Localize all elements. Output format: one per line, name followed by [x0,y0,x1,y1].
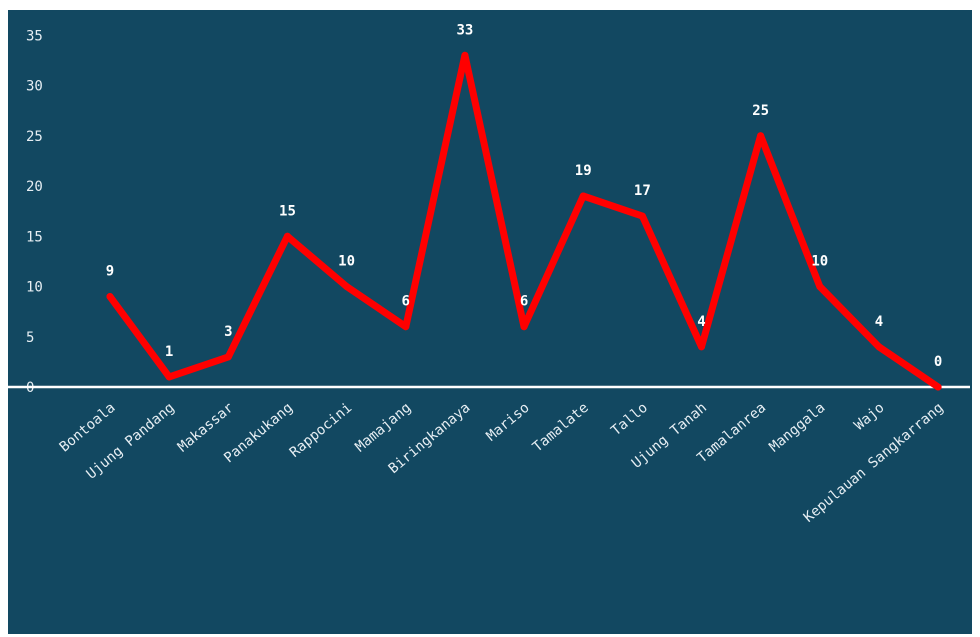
data-point [816,283,824,290]
y-tick-label: 35 [26,28,43,44]
data-label: 15 [279,203,296,219]
data-point [224,353,232,361]
y-tick-label: 10 [26,280,43,296]
data-point [106,293,114,301]
y-tick-label: 5 [26,330,34,346]
data-label: 17 [634,183,651,199]
data-label: 25 [752,103,769,119]
x-category-label: Mariso [484,400,533,445]
data-label: 6 [402,294,410,310]
x-category-label: Tamalate [530,400,592,456]
x-category-label: Mamajang [352,400,414,456]
data-point [343,283,351,290]
y-tick-label: 30 [26,79,43,95]
data-label: 33 [456,22,473,38]
data-point [757,132,765,140]
x-category-label: Makassar [175,400,237,456]
data-label: 1 [165,344,173,360]
x-category-label: Tallo [608,400,651,439]
data-label: 9 [106,264,114,280]
x-category-label: Wajo [851,400,887,434]
data-point [638,212,646,220]
x-category-label: Rappocini [287,400,355,461]
data-points [106,51,942,391]
data-label: 10 [338,254,355,270]
data-point [402,323,410,331]
data-point [934,383,942,391]
data-label: 10 [811,254,828,270]
data-point [579,192,587,200]
data-point [520,323,528,331]
y-tick-label: 25 [26,129,43,145]
data-label: 0 [934,354,942,370]
x-category-label: Manggala [766,400,828,456]
data-label: 6 [520,294,528,310]
data-point [461,51,469,59]
data-label: 3 [224,324,232,340]
y-tick-label: 20 [26,179,43,195]
data-point [283,232,291,240]
line-chart: 0 5 10 15 20 25 30 35 9 1 3 15 10 6 33 6 19 17 4 25 10 4 0 Bo… [8,22,970,526]
data-label: 4 [875,314,883,330]
chart-panel: 0 5 10 15 20 25 30 35 9 1 3 15 10 6 33 6 19 17 4 25 10 4 0 Bo… [8,10,972,634]
data-point [165,373,173,381]
drop-lines [109,55,880,387]
y-tick-label: 15 [26,229,43,245]
y-axis-ticks: 05101520253035 [26,28,43,396]
x-category-label: Bontoala [57,400,119,456]
data-labels: 9 1 3 15 10 6 33 6 19 17 4 25 10 4 0 [106,22,943,370]
data-label: 19 [575,163,592,179]
data-point [698,343,705,351]
data-label: 4 [697,314,705,330]
data-point [875,343,883,351]
